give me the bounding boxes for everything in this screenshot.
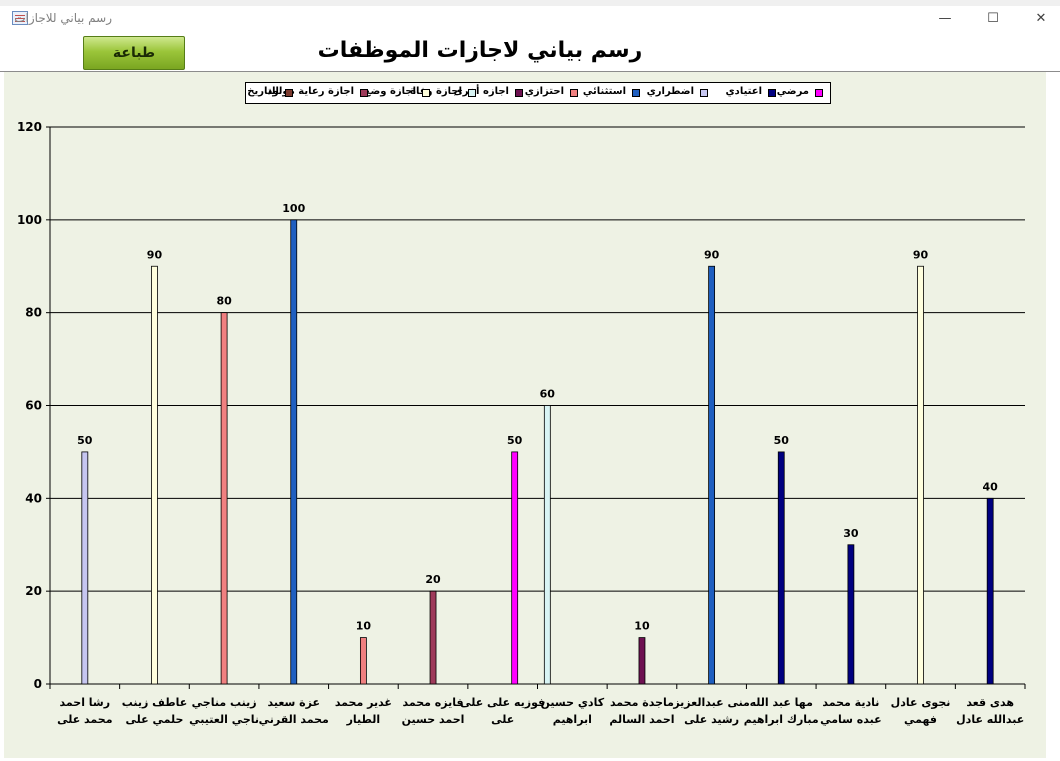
data-label: 30 [843, 527, 859, 540]
bar [290, 219, 298, 685]
data-label: 50 [507, 434, 523, 447]
category-label: على [491, 713, 514, 726]
legend-swatch [632, 89, 640, 97]
data-label: 90 [913, 248, 929, 261]
data-label: 10 [356, 620, 372, 633]
category-label: منى عبدالعزيز [672, 696, 750, 709]
category-label: عزة سعيد [267, 696, 320, 709]
y-tick-label: 0 [34, 677, 42, 691]
category-label: رشا احمد [60, 696, 111, 709]
bar [986, 497, 994, 685]
title-bar: رسم بياني للاجازات — ☐ ✕ [0, 6, 1060, 32]
category-label: غدير محمد [335, 696, 392, 709]
bar [511, 451, 519, 685]
category-label: ماجدة محمد [610, 696, 674, 709]
y-tick-label: 40 [25, 491, 42, 505]
legend-swatch [285, 89, 293, 97]
bar [847, 544, 855, 685]
legend-label: التاريخ [247, 86, 279, 97]
bar [777, 451, 785, 685]
category-label: ناجي العتيبي [189, 713, 259, 726]
category-label: هدى قعد [966, 696, 1014, 709]
data-label: 60 [540, 388, 556, 401]
legend-label: اعتيادي [725, 86, 762, 97]
bar [708, 265, 716, 685]
legend-swatch [422, 89, 430, 97]
legend-label: مرضي [776, 86, 809, 97]
legend-label: اجازة رعاية مولود [267, 86, 354, 97]
legend-label: استثنائي [582, 86, 626, 97]
y-tick-label: 100 [17, 213, 42, 227]
legend-swatch [815, 89, 823, 97]
category-label: الطيار [346, 713, 381, 726]
close-button[interactable]: ✕ [1035, 11, 1047, 26]
bar [151, 265, 158, 685]
chart-area [4, 72, 1046, 758]
data-label: 50 [774, 434, 790, 447]
page-title: رسم بياني لاجازات الموظفات [317, 38, 643, 63]
bar [543, 405, 551, 685]
y-tick-label: 120 [17, 120, 42, 134]
category-label: عبده سامي [820, 713, 882, 726]
category-label: فايزه محمد [402, 696, 463, 709]
category-label: عاطف زينب [122, 696, 188, 709]
category-label: ابراهيم [553, 713, 592, 726]
legend-label: اضطراري [646, 86, 694, 97]
y-tick-label: 80 [25, 306, 42, 320]
window-title: رسم بياني للاجازات [14, 11, 112, 25]
data-label: 90 [147, 248, 163, 261]
category-label: احمد السالم [609, 713, 674, 726]
bar [917, 265, 924, 685]
category-label: فهمي [904, 713, 937, 726]
data-label: 20 [425, 573, 441, 586]
legend-swatch [468, 89, 476, 97]
minimize-button[interactable]: — [938, 11, 952, 26]
bar [220, 312, 228, 685]
category-label: كادي حسين [541, 696, 605, 709]
data-label: 80 [216, 295, 232, 308]
legend-swatch [700, 89, 708, 97]
print-button[interactable]: طباعة [83, 36, 185, 70]
y-tick-label: 20 [25, 584, 42, 598]
legend-label: اجازة وضع [363, 86, 416, 97]
legend-label: احتزازي [524, 86, 564, 97]
legend-swatch [768, 89, 776, 97]
bar [359, 637, 367, 685]
y-tick-label: 60 [25, 399, 42, 413]
bar [429, 590, 437, 685]
category-label: مها عبد الله [750, 696, 813, 709]
category-label: محمد القرني [259, 713, 329, 726]
category-label: فوزيه على على [460, 696, 545, 709]
bar [638, 637, 646, 685]
maximize-button[interactable]: ☐ [987, 11, 999, 26]
data-label: 40 [983, 480, 999, 493]
category-label: نادية محمد [822, 696, 879, 709]
category-label: محمد على [57, 713, 112, 726]
category-label: عبدالله عادل [956, 713, 1024, 726]
category-label: حلمي على [126, 713, 184, 726]
category-label: احمد حسين [402, 713, 465, 726]
legend-label: اجازه أخرى [453, 86, 509, 97]
category-label: رشيد على [684, 713, 739, 726]
legend-swatch [515, 89, 523, 97]
category-label: زينب مناجي [192, 696, 257, 709]
data-label: 90 [704, 248, 720, 261]
data-label: 50 [77, 434, 93, 447]
form-icon [12, 11, 28, 25]
category-label: مبارك ابراهيم [744, 713, 819, 726]
data-label: 10 [634, 620, 650, 633]
legend-swatch [570, 89, 578, 97]
legend-label: اجازة وفاة [410, 86, 462, 97]
category-label: نجوى عادل [891, 696, 951, 709]
chart-legend: مرضي اعتيادي اضطراري استثنائي احتزازي اجازه أ… [245, 82, 831, 104]
legend-swatch [360, 89, 368, 97]
data-label: 100 [282, 202, 305, 215]
bar [81, 451, 89, 685]
top-strip [0, 0, 1060, 6]
